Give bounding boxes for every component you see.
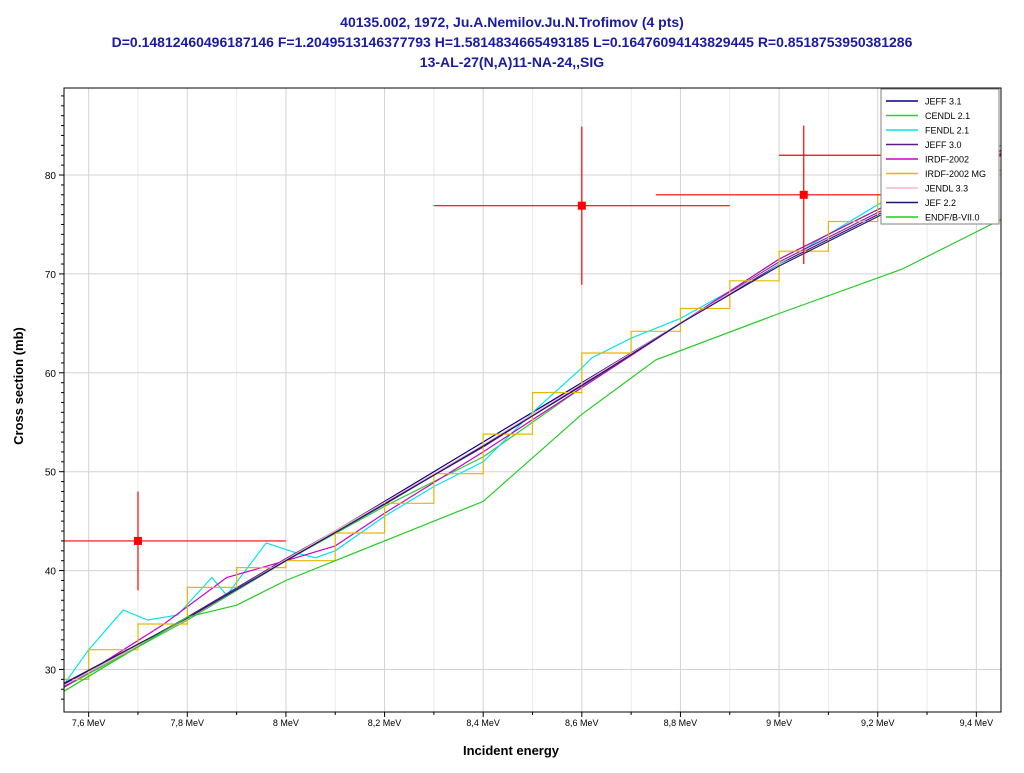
x-tick-label: 7,6 MeV	[72, 718, 106, 728]
legend-label: IRDF-2002 MG	[925, 169, 986, 179]
legend-label: JENDL 3.3	[925, 184, 968, 194]
x-tick-label: 9,2 MeV	[861, 718, 895, 728]
x-tick-label: 8,8 MeV	[664, 718, 698, 728]
x-tick-label: 8,6 MeV	[565, 718, 599, 728]
axis-layer: 7,6 MeV 7,8 MeV 8 MeV 8,2 MeV 8,4 MeV 8,6 MeV…	[45, 95, 994, 728]
y-tick-label: 70	[45, 270, 57, 281]
experimental-point	[133, 536, 142, 545]
legend-label: JEFF 3.1	[925, 97, 962, 107]
y-axis-label: Cross section (mb)	[11, 327, 26, 445]
series-line-jef-2-2	[63, 154, 1002, 684]
x-tick-label: 9,4 MeV	[960, 718, 994, 728]
chart-title-line-3: 13-AL-27(N,A)11-NA-24,,SIG	[420, 54, 604, 70]
legend-box	[880, 88, 1000, 225]
legend: JEFF 3.1 CENDL 2.1 FENDL 2.1 JEFF 3.0 IRDF-2…	[880, 88, 1000, 225]
x-tick-label: 9 MeV	[766, 718, 792, 728]
legend-items: JEFF 3.1 CENDL 2.1 FENDL 2.1 JEFF 3.0 IRDF-2…	[886, 97, 986, 223]
x-tick-label: 8,4 MeV	[466, 718, 500, 728]
y-tick-label: 40	[45, 567, 57, 578]
legend-label: IRDF-2002	[925, 155, 969, 165]
legend-label: FENDL 2.1	[925, 126, 969, 136]
x-axis-label: Incident energy	[463, 743, 560, 758]
series-line-endf-b-vii-0	[63, 218, 1002, 692]
legend-label: JEF 2.2	[925, 198, 956, 208]
y-tick-label: 30	[45, 665, 57, 676]
chart-title-line-2: D=0.14812460496187146 F=1.20495131463777…	[112, 34, 913, 50]
legend-label: ENDF/B-VII.0	[925, 213, 980, 223]
experimental-point	[577, 201, 586, 210]
legend-label: JEFF 3.0	[925, 140, 962, 150]
x-tick-label: 8 MeV	[273, 718, 299, 728]
experimental-point	[799, 190, 808, 199]
y-tick-label: 80	[45, 171, 57, 182]
x-tick-label: 7,8 MeV	[171, 718, 205, 728]
y-tick-label: 50	[45, 468, 57, 479]
series-layer	[63, 144, 1002, 692]
x-tick-label: 8,2 MeV	[368, 718, 402, 728]
legend-label: CENDL 2.1	[925, 111, 970, 121]
y-tick-label: 60	[45, 369, 57, 380]
series-line-irdf-2002-mg	[64, 169, 1001, 680]
chart-title-line-1: 40135.002, 1972, Ju.A.Nemilov.Ju.N.Trofi…	[340, 14, 684, 30]
